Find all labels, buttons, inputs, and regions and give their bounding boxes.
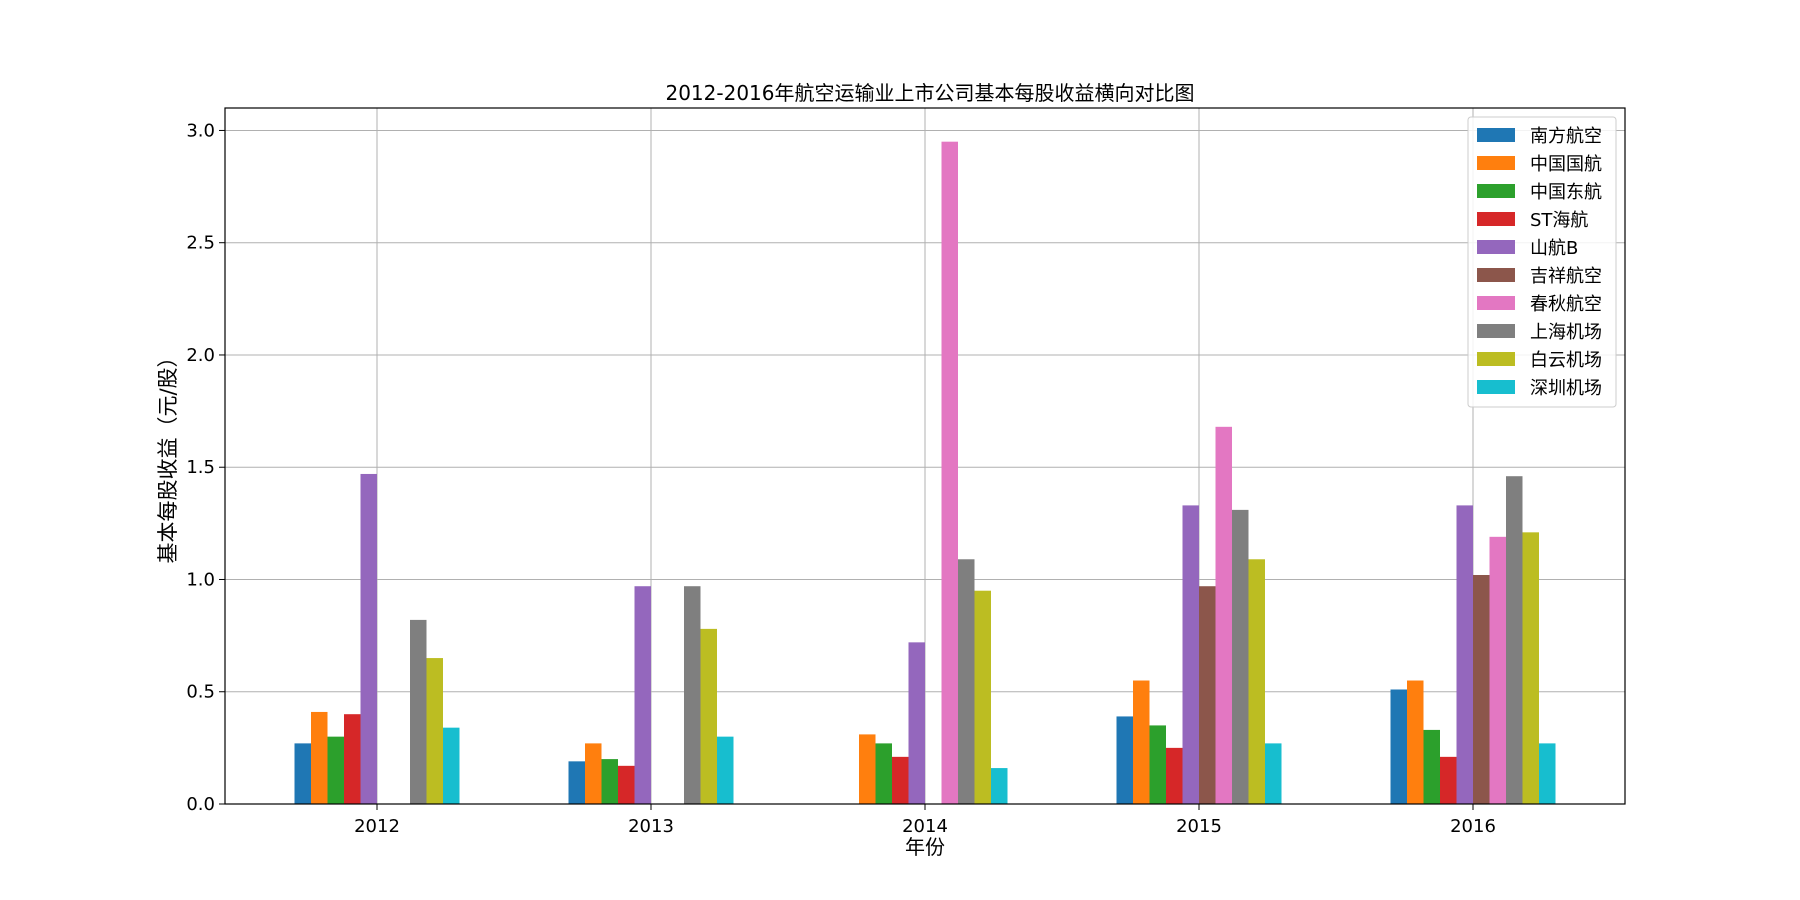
bar <box>1440 756 1457 804</box>
bar <box>941 141 958 804</box>
x-axis-label: 年份 <box>905 835 945 859</box>
legend-swatch <box>1477 268 1515 282</box>
bar <box>585 743 602 804</box>
x-tick-label: 2012 <box>354 816 400 837</box>
legend-label: ST海航 <box>1530 210 1588 231</box>
bar <box>601 759 618 804</box>
x-axis-ticks: 2012 2013 2014 2015 2016 <box>354 804 1496 837</box>
bar <box>1199 586 1216 804</box>
bar <box>1456 505 1473 804</box>
x-tick-label: 2016 <box>1450 816 1496 837</box>
bar <box>684 586 701 804</box>
legend-label: 中国国航 <box>1530 154 1602 175</box>
y-tick-label: 0.5 <box>186 682 215 703</box>
bar <box>311 711 328 804</box>
bar <box>344 714 361 804</box>
bar <box>1133 680 1150 804</box>
bar <box>294 743 311 804</box>
bar <box>1407 680 1424 804</box>
legend-label: 上海机场 <box>1530 322 1602 343</box>
y-axis-label: 基本每股收益（元/股） <box>156 346 180 563</box>
bar <box>958 559 975 804</box>
bar <box>1522 532 1539 804</box>
bar <box>700 628 717 804</box>
legend-swatch <box>1477 296 1515 310</box>
x-tick-label: 2015 <box>1176 816 1222 837</box>
bar <box>1390 689 1407 804</box>
y-tick-label: 2.0 <box>186 345 215 366</box>
y-tick-label: 2.5 <box>186 233 215 254</box>
y-tick-label: 3.0 <box>186 120 215 141</box>
legend-swatch <box>1477 380 1515 394</box>
bar <box>426 658 443 804</box>
bar <box>1182 505 1199 804</box>
bar <box>1539 743 1556 804</box>
legend-label: 春秋航空 <box>1530 294 1602 315</box>
y-axis-ticks: 0.0 0.5 1.0 1.5 2.0 2.5 3.0 <box>186 120 225 815</box>
legend-label: 深圳机场 <box>1530 378 1602 399</box>
legend-swatch <box>1477 156 1515 170</box>
bar <box>327 736 344 804</box>
bar <box>1489 536 1506 804</box>
x-tick-label: 2014 <box>902 816 948 837</box>
bar <box>859 734 876 804</box>
y-tick-label: 0.0 <box>186 794 215 815</box>
bar <box>443 727 460 804</box>
bars <box>294 141 1556 804</box>
bar <box>717 736 734 804</box>
bar <box>1149 725 1166 804</box>
y-tick-label: 1.5 <box>186 457 215 478</box>
legend-swatch <box>1477 240 1515 254</box>
legend-label: 中国东航 <box>1530 182 1602 203</box>
legend-label: 南方航空 <box>1530 126 1602 147</box>
bar <box>1215 426 1232 804</box>
bar <box>908 642 925 804</box>
bar <box>875 743 892 804</box>
bar <box>618 765 635 804</box>
bar <box>1116 716 1133 804</box>
bar <box>1265 743 1282 804</box>
legend-swatch <box>1477 324 1515 338</box>
legend-label: 吉祥航空 <box>1530 266 1602 287</box>
legend-swatch <box>1477 184 1515 198</box>
bar <box>892 756 909 804</box>
y-tick-label: 1.0 <box>186 569 215 590</box>
x-tick-label: 2013 <box>628 816 674 837</box>
bar <box>360 473 377 804</box>
legend-label: 山航B <box>1530 238 1578 259</box>
legend-swatch <box>1477 352 1515 366</box>
bar <box>1506 476 1523 804</box>
legend-label: 白云机场 <box>1530 350 1602 371</box>
bar <box>1166 747 1183 804</box>
bar <box>1423 729 1440 804</box>
bar <box>410 619 427 804</box>
bar <box>1232 509 1249 804</box>
bar <box>974 590 991 804</box>
bar <box>568 761 585 804</box>
legend-swatch <box>1477 128 1515 142</box>
bar <box>1248 559 1265 804</box>
chart-title: 2012-2016年航空运输业上市公司基本每股收益横向对比图 <box>665 81 1194 105</box>
legend-swatch <box>1477 212 1515 226</box>
bar <box>1473 574 1490 804</box>
bar <box>634 586 651 804</box>
bar <box>991 768 1008 804</box>
